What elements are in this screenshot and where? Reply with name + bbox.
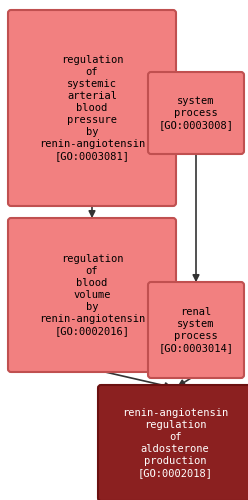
FancyBboxPatch shape xyxy=(148,282,244,378)
FancyBboxPatch shape xyxy=(8,10,176,206)
Text: renal
system
process
[GO:0003014]: renal system process [GO:0003014] xyxy=(158,307,234,353)
Text: renin-angiotensin
regulation
of
aldosterone
production
[GO:0002018]: renin-angiotensin regulation of aldoster… xyxy=(122,408,228,478)
Text: regulation
of
systemic
arterial
blood
pressure
by
renin-angiotensin
[GO:0003081]: regulation of systemic arterial blood pr… xyxy=(39,55,145,161)
FancyBboxPatch shape xyxy=(98,385,248,500)
FancyBboxPatch shape xyxy=(8,218,176,372)
FancyBboxPatch shape xyxy=(148,72,244,154)
Text: regulation
of
blood
volume
by
renin-angiotensin
[GO:0002016]: regulation of blood volume by renin-angi… xyxy=(39,254,145,336)
Text: system
process
[GO:0003008]: system process [GO:0003008] xyxy=(158,96,234,130)
